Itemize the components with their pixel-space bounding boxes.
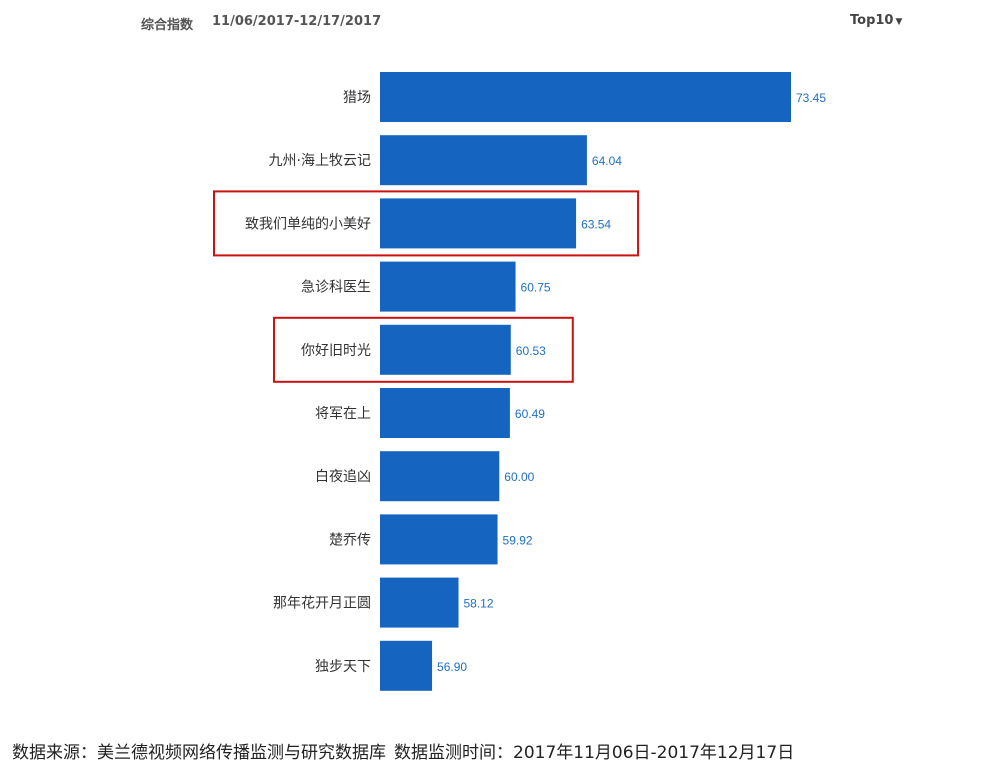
category-label: 那年花开月正圆 [273, 596, 371, 612]
value-label: 73.45 [796, 91, 826, 105]
bar-0[interactable] [380, 72, 791, 122]
bar-4[interactable] [380, 324, 511, 375]
category-label: 你好旧时光 [301, 343, 371, 359]
value-label: 63.54 [581, 217, 611, 231]
value-label: 60.75 [521, 281, 551, 295]
top-n-dropdown[interactable]: Top10 ▼ [850, 13, 902, 28]
bar-1[interactable] [380, 135, 587, 186]
bar-6[interactable] [380, 451, 500, 502]
bar-5[interactable] [380, 388, 510, 438]
bar-3[interactable] [380, 261, 516, 312]
bar-2[interactable] [380, 198, 577, 249]
date-range: 11/06/2017-12/17/2017 [212, 14, 382, 29]
value-label: 58.12 [464, 597, 494, 611]
highlight-box [213, 190, 640, 257]
chevron-down-icon: ▼ [895, 17, 903, 27]
footnote: 数据来源：美兰德视频网络传播监测与研究数据库 数据监测时间：2017年11月06日… [12, 738, 794, 763]
category-label: 独步天下 [315, 659, 371, 675]
bar-7[interactable] [380, 514, 498, 565]
monitor-time-note: 数据监测时间：2017年11月06日-2017年12月17日 [394, 743, 795, 763]
index-label: 综合指数 [141, 18, 194, 33]
category-label: 将军在上 [315, 406, 371, 422]
data-source-note: 数据来源：美兰德视频网络传播监测与研究数据库 [12, 743, 386, 763]
category-label: 九州·海上牧云记 [269, 153, 371, 169]
category-label: 楚乔传 [329, 532, 371, 548]
top-n-label: Top10 [850, 13, 894, 28]
category-label: 致我们单纯的小美好 [245, 216, 371, 232]
category-label: 急诊科医生 [301, 280, 371, 296]
value-label: 64.04 [592, 154, 622, 168]
value-label: 60.00 [504, 470, 534, 484]
value-label: 60.49 [515, 407, 545, 421]
category-label: 白夜追凶 [315, 469, 371, 485]
bar-9[interactable] [380, 640, 433, 691]
highlight-box [273, 316, 574, 383]
category-label: 猎场 [343, 90, 371, 106]
bar-chart: 猎场九州·海上牧云记致我们单纯的小美好急诊科医生你好旧时光将军在上白夜追凶楚乔传… [213, 72, 826, 691]
value-label: 59.92 [503, 533, 533, 547]
value-label: 60.53 [516, 344, 546, 358]
bar-8[interactable] [380, 577, 459, 628]
value-label: 56.90 [437, 660, 467, 674]
